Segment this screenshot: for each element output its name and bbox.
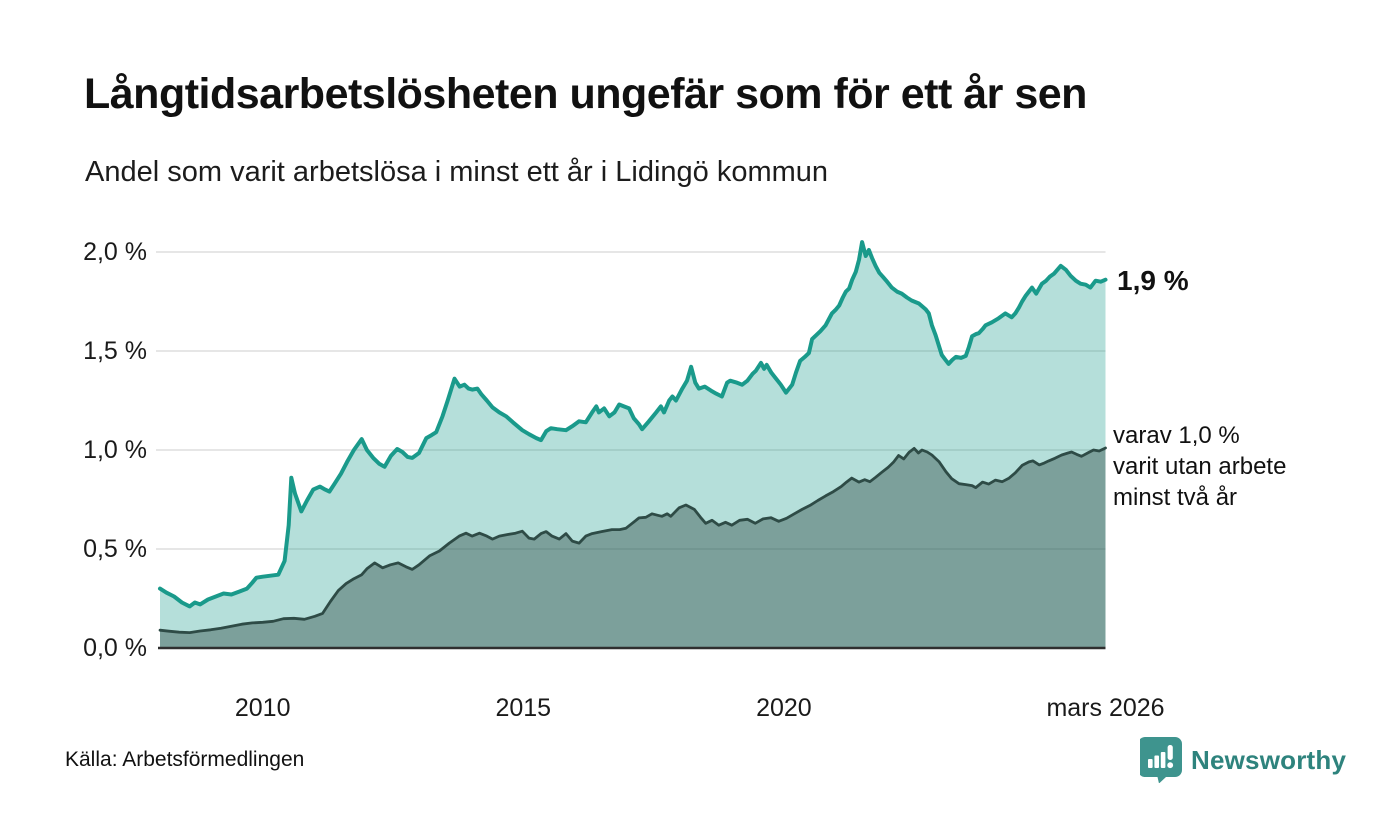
newsworthy-logo: Newsworthy bbox=[1138, 737, 1347, 784]
line-series-0 bbox=[158, 240, 1108, 609]
logo-bar-large bbox=[1160, 752, 1166, 768]
logo-bar-medium bbox=[1154, 755, 1159, 768]
area-fill-series-1 bbox=[160, 448, 1106, 648]
brand-name: Newsworthy bbox=[1191, 744, 1347, 775]
chart-subtitle: Andel som varit arbetslösa i minst ett å… bbox=[85, 156, 829, 188]
page-title: Långtidsarbetslösheten ungefär som för e… bbox=[84, 70, 1087, 118]
annotation-line: varav 1,0 % bbox=[1113, 422, 1240, 449]
logo-exclamation-bar bbox=[1167, 745, 1173, 760]
annotation-line: minst två år bbox=[1113, 484, 1238, 511]
newsworthy-logo-icon bbox=[1138, 737, 1182, 784]
logo-bar-small bbox=[1148, 759, 1153, 768]
secondary-series-annotation: varav 1,0 % varit utan arbete minst två … bbox=[1113, 420, 1286, 513]
line-series-1 bbox=[158, 446, 1107, 634]
latest-value-label: 1,9 % bbox=[1117, 265, 1189, 296]
logo-exclamation-dot bbox=[1167, 762, 1174, 769]
area-fill-series-0 bbox=[160, 242, 1106, 648]
annotation-line: varit utan arbete bbox=[1113, 453, 1287, 480]
source-attribution: Källa: Arbetsförmedlingen bbox=[65, 748, 305, 771]
